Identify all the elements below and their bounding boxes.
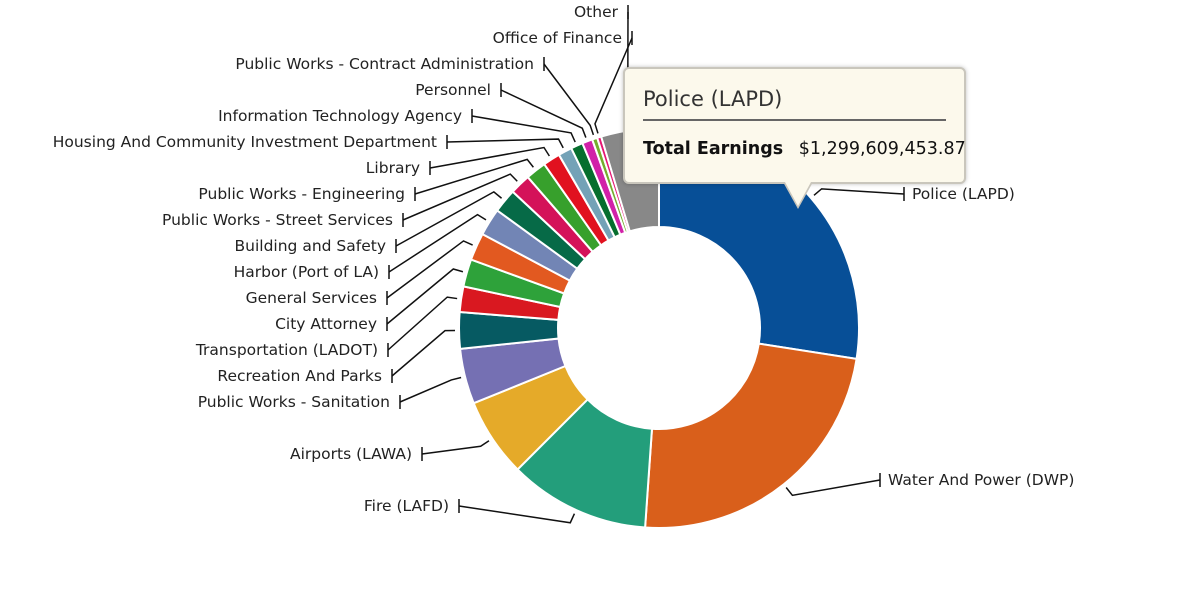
- leader-line-housing-and-community-investment-department: [446, 138, 564, 149]
- label-general-services: General Services: [246, 289, 377, 307]
- label-housing-and-community-investment-department: Housing And Community Investment Departm…: [53, 133, 437, 151]
- label-other: Other: [574, 3, 619, 21]
- leader-line-general-services: [386, 240, 473, 299]
- tooltip-arrow: [785, 182, 811, 206]
- leader-lines-group: [386, 5, 905, 524]
- leader-line-office-of-finance: [594, 37, 633, 134]
- tooltip: Police (LAPD) Total Earnings $1,299,609,…: [623, 67, 966, 209]
- tooltip-title: Police (LAPD): [643, 87, 783, 111]
- label-fire-lafd: Fire (LAFD): [364, 497, 449, 515]
- slices-group: [458, 126, 860, 529]
- label-airports-lawa: Airports (LAWA): [290, 445, 412, 463]
- label-transportation-ladot: Transportation (LADOT): [195, 341, 378, 359]
- label-recreation-and-parks: Recreation And Parks: [217, 367, 382, 385]
- label-public-works-contract-administration: Public Works - Contract Administration: [235, 55, 534, 73]
- label-building-and-safety: Building and Safety: [235, 237, 386, 255]
- leader-line-recreation-and-parks: [391, 329, 456, 377]
- labels-group: Police (LAPD) Water And Power (DWP) Fire (…: [53, 3, 1075, 515]
- leader-line-public-works-sanitation: [399, 376, 462, 403]
- leader-line-airports-lawa: [421, 440, 490, 455]
- leader-line-police-lapd: [813, 188, 905, 196]
- leader-line-public-works-street-services: [402, 173, 518, 221]
- tooltip-metric-value: $1,299,609,453.87: [798, 139, 966, 159]
- label-personnel: Personnel: [415, 81, 491, 99]
- leader-line-public-works-engineering: [414, 158, 534, 195]
- label-library: Library: [366, 159, 420, 177]
- label-information-technology-agency: Information Technology Agency: [218, 107, 462, 125]
- label-harbor-port-of-la: Harbor (Port of LA): [234, 263, 379, 281]
- label-police-lapd: Police (LAPD): [912, 185, 1015, 203]
- leader-line-building-and-safety: [395, 191, 503, 247]
- leader-line-fire-lafd: [458, 505, 576, 524]
- slice-water-and-power-dwp[interactable]: [644, 342, 858, 529]
- leader-line-library: [429, 146, 550, 169]
- leader-line-information-technology-agency: [471, 115, 576, 143]
- leader-line-transportation-ladot: [387, 296, 458, 351]
- label-office-of-finance: Office of Finance: [493, 29, 622, 47]
- tooltip-metric-label: Total Earnings: [643, 139, 784, 159]
- tooltip-divider: [643, 119, 946, 121]
- label-public-works-engineering: Public Works - Engineering: [198, 185, 405, 203]
- label-water-and-power-dwp: Water And Power (DWP): [888, 471, 1074, 489]
- label-public-works-sanitation: Public Works - Sanitation: [198, 393, 390, 411]
- leader-line-city-attorney: [386, 268, 464, 325]
- tooltip-metric-row: Total Earnings $1,299,609,453.87: [643, 139, 966, 159]
- leader-line-public-works-contract-administration: [543, 63, 595, 136]
- leader-line-personnel: [500, 89, 587, 138]
- label-city-attorney: City Attorney: [275, 315, 377, 333]
- leader-line-water-and-power-dwp: [785, 479, 881, 497]
- leader-line-harbor-port-of-la: [388, 213, 487, 273]
- label-public-works-street-services: Public Works - Street Services: [162, 211, 393, 229]
